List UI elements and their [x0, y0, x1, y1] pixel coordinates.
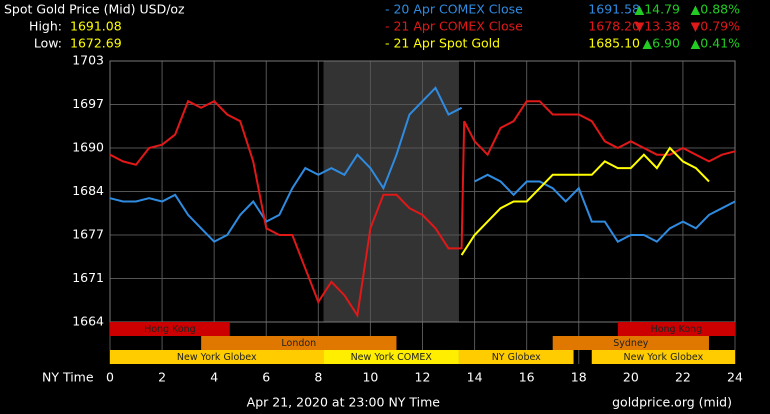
x-tick-label: 10	[362, 370, 378, 385]
x-tick-label: 12	[415, 370, 431, 385]
x-tick-label: 6	[262, 370, 270, 385]
x-tick-label: 0	[106, 370, 114, 385]
y-tick-label: 1684	[72, 183, 104, 198]
x-tick-label: 24	[727, 370, 743, 385]
session-label: Hong Kong	[144, 324, 196, 335]
session-label: London	[281, 338, 316, 349]
plot-frame	[109, 60, 736, 323]
legend-change: ▼13.38	[635, 19, 680, 34]
legend-pct: ▲0.88%	[691, 2, 740, 17]
legend-name: - 21 Apr Spot Gold	[385, 36, 500, 51]
y-tick-label: 1703	[72, 53, 104, 68]
x-tick-label: 16	[519, 370, 535, 385]
legend-price: 1691.58	[588, 2, 640, 17]
legend-pct: ▲0.41%	[691, 36, 740, 51]
legend-pct: ▼0.79%	[691, 19, 740, 34]
session-label: New York COMEX	[351, 352, 433, 363]
legend-name: - 21 Apr COMEX Close	[385, 19, 523, 34]
legend-change: ▲6.90	[643, 36, 680, 51]
legend-price: 1678.20	[588, 19, 640, 34]
y-tick-label: 1690	[72, 140, 104, 155]
source: goldprice.org (mid)	[612, 395, 732, 410]
legend-name: - 20 Apr COMEX Close	[385, 2, 523, 17]
x-tick-label: 18	[571, 370, 587, 385]
y-tick-label: 1664	[72, 314, 104, 329]
y-tick-label: 1677	[72, 227, 104, 242]
x-tick-label: 22	[675, 370, 691, 385]
session-label: New York Globex	[624, 352, 704, 363]
x-tick-label: 8	[314, 370, 322, 385]
price-line	[109, 86, 736, 244]
session-bar	[591, 350, 735, 364]
x-tick-label: 20	[623, 370, 639, 385]
chart-title: Spot Gold Price (Mid) USD/oz	[4, 2, 185, 17]
x-tick-label: 2	[158, 370, 166, 385]
x-tick-label: 14	[467, 370, 483, 385]
x-tick-label: 4	[210, 370, 218, 385]
x-axis-label: NY Time	[42, 370, 94, 385]
low-value: 1672.69	[70, 36, 122, 51]
session-bar	[201, 336, 397, 350]
high-value: 1691.08	[70, 19, 122, 34]
session-label: Hong Kong	[651, 324, 703, 335]
session-bar	[458, 350, 574, 364]
y-tick-label: 1697	[72, 96, 104, 111]
session-bar	[110, 322, 230, 336]
session-label: Sydney	[613, 338, 649, 349]
high-label: High:	[29, 19, 62, 34]
session-bar	[110, 350, 324, 364]
low-label: Low:	[34, 36, 62, 51]
footer: Apr 21, 2020 at 23:00 NY Time	[247, 395, 441, 410]
legend-price: 1685.10	[588, 36, 640, 51]
legend-change: ▲14.79	[635, 2, 680, 17]
session-label: New York Globex	[177, 352, 257, 363]
session-bar	[617, 322, 735, 336]
session-bar	[323, 350, 459, 364]
price-line	[109, 99, 736, 319]
price-line	[460, 146, 710, 256]
session-bar	[552, 336, 709, 350]
session-label: NY Globex	[492, 352, 541, 363]
y-tick-label: 1671	[72, 270, 104, 285]
